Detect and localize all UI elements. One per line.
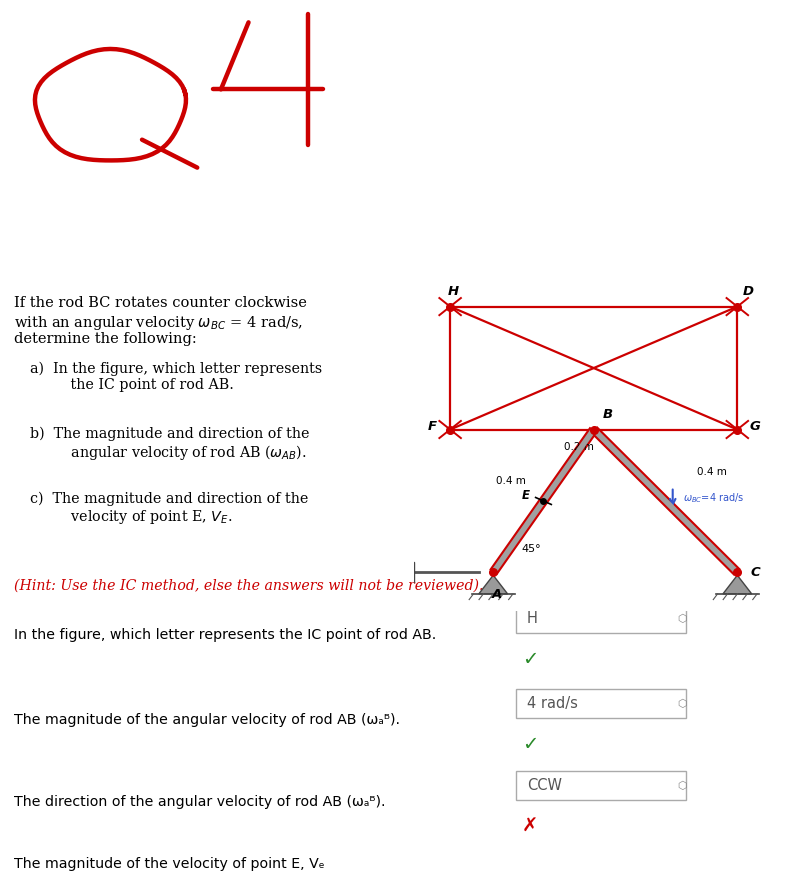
Text: If the rod BC rotates counter clockwise: If the rod BC rotates counter clockwise — [14, 296, 307, 310]
Text: ✓: ✓ — [522, 735, 538, 754]
FancyBboxPatch shape — [516, 689, 686, 718]
Text: D: D — [742, 285, 753, 298]
Text: ⬡: ⬡ — [677, 698, 686, 709]
Text: (Hint: Use the IC method, else the answers will not be reviewed).: (Hint: Use the IC method, else the answe… — [14, 579, 484, 593]
Text: CCW: CCW — [527, 778, 562, 793]
Text: H: H — [448, 285, 459, 298]
Text: E: E — [522, 489, 529, 502]
Text: H: H — [527, 611, 538, 626]
Text: F: F — [428, 420, 436, 433]
FancyBboxPatch shape — [516, 771, 686, 800]
Text: G: G — [750, 420, 761, 433]
Text: c)  The magnitude and direction of the
         velocity of point E, $V_E$.: c) The magnitude and direction of the ve… — [30, 491, 308, 526]
Text: B: B — [603, 408, 613, 421]
Text: a)  In the figure, which letter represents
         the IC point of rod AB.: a) In the figure, which letter represent… — [30, 361, 322, 392]
Text: ✗: ✗ — [522, 817, 538, 836]
Text: 45°: 45° — [522, 545, 541, 554]
Text: determine the following:: determine the following: — [14, 333, 196, 347]
Text: C: C — [750, 566, 760, 579]
Text: The direction of the angular velocity of rod AB (ωₐᴮ).: The direction of the angular velocity of… — [14, 795, 386, 809]
Polygon shape — [479, 575, 507, 594]
FancyBboxPatch shape — [516, 604, 686, 633]
Text: The magnitude of the velocity of point E, Vₑ: The magnitude of the velocity of point E… — [14, 857, 324, 871]
Polygon shape — [723, 575, 752, 594]
Text: $\omega_{BC}$=4 rad/s: $\omega_{BC}$=4 rad/s — [683, 491, 745, 505]
Text: ⬡: ⬡ — [677, 614, 686, 623]
Text: ✓: ✓ — [522, 650, 538, 669]
Text: In the figure, which letter represents the IC point of rod AB.: In the figure, which letter represents t… — [14, 628, 436, 643]
Text: with an angular velocity $\omega_{BC}$ = 4 rad/s,: with an angular velocity $\omega_{BC}$ =… — [14, 314, 303, 333]
Text: 0.4 m: 0.4 m — [496, 476, 526, 485]
Text: ⬡: ⬡ — [677, 780, 686, 791]
Text: b)  The magnitude and direction of the
         angular velocity of rod AB ($\om: b) The magnitude and direction of the an… — [30, 426, 309, 463]
Text: 0.2 m: 0.2 m — [564, 442, 594, 451]
Text: 4 rad/s: 4 rad/s — [527, 696, 578, 711]
Text: A: A — [492, 588, 502, 601]
Text: 0.4 m: 0.4 m — [697, 467, 727, 478]
Text: The magnitude of the angular velocity of rod AB (ωₐᴮ).: The magnitude of the angular velocity of… — [14, 713, 400, 727]
Bar — [386, 562, 414, 582]
